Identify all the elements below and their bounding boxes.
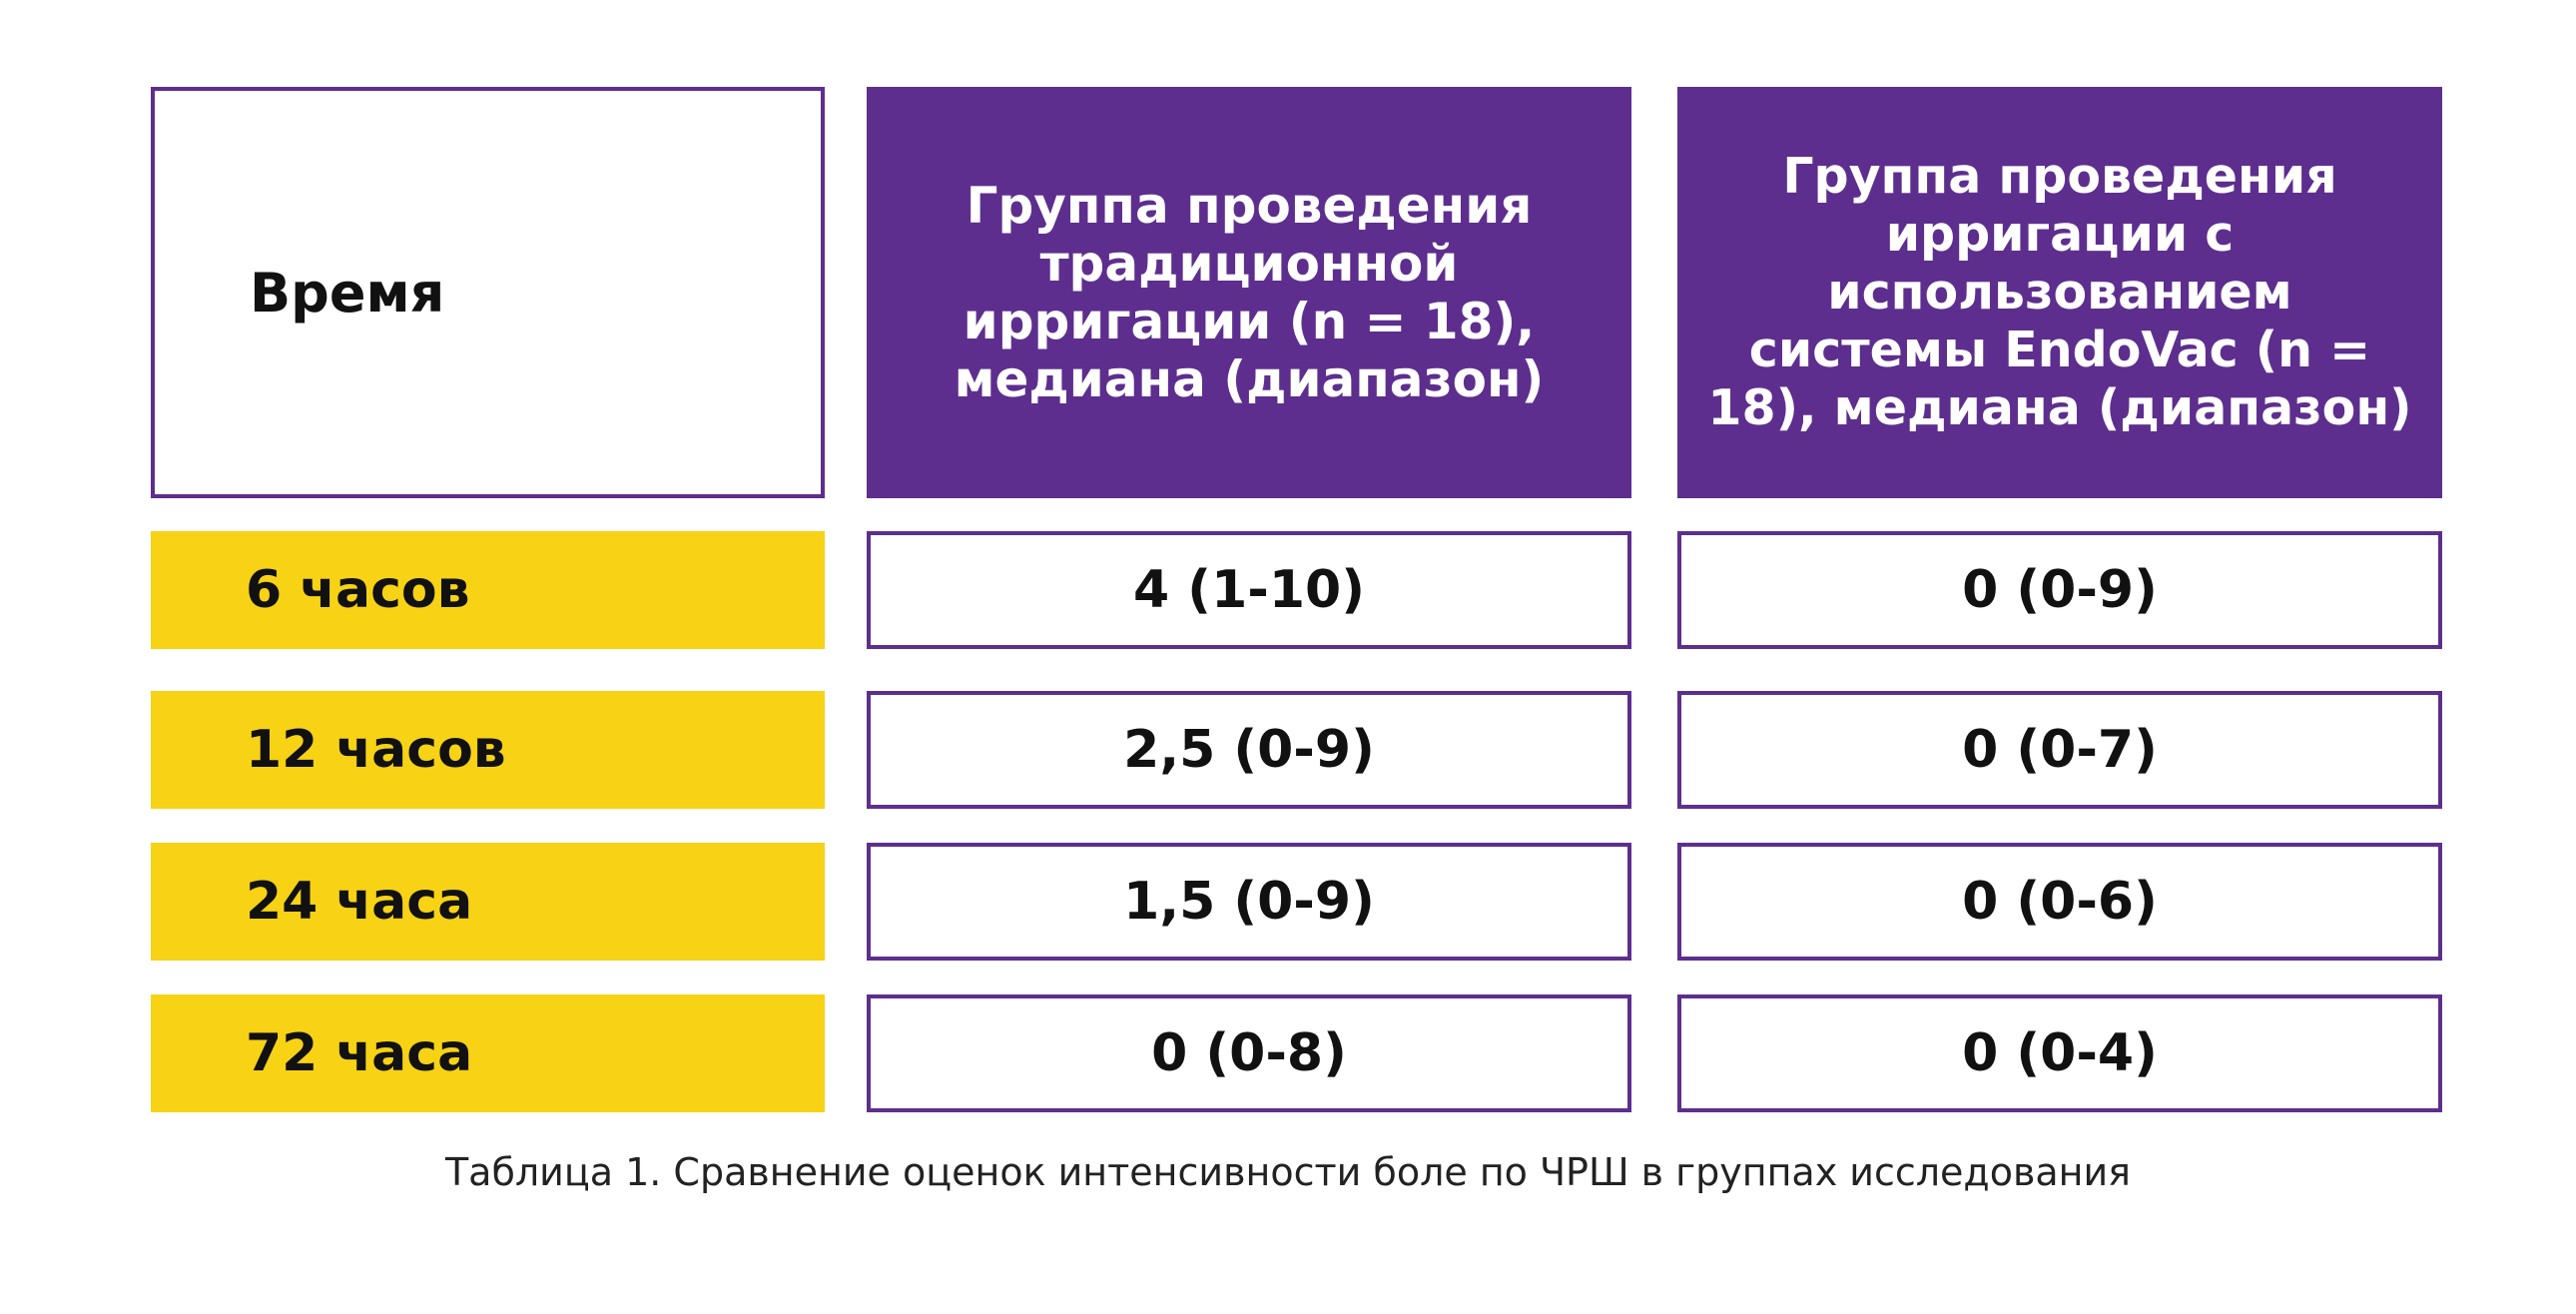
value-endovac-6h: 0 (0-9) xyxy=(1677,531,2442,649)
value-endovac-12h: 0 (0-7) xyxy=(1677,691,2442,809)
row-time-12h: 12 часов xyxy=(151,691,825,809)
value-traditional-6h: 4 (1-10) xyxy=(867,531,1631,649)
table-caption: Таблица 1. Сравнение оценок интенсивност… xyxy=(444,1150,2132,1194)
value-endovac-72h: 0 (0-4) xyxy=(1677,994,2442,1112)
row-time-72h: 72 часа xyxy=(151,994,825,1112)
value-traditional-72h: 0 (0-8) xyxy=(867,994,1631,1112)
row-time-6h: 6 часов xyxy=(151,531,825,649)
header-endovac-group: Группа проведения ирригации с использова… xyxy=(1677,87,2442,498)
header-traditional-group: Группа проведения традиционной ирригации… xyxy=(867,87,1631,498)
value-traditional-12h: 2,5 (0-9) xyxy=(867,691,1631,809)
header-time-label: Время xyxy=(250,261,445,325)
value-endovac-24h: 0 (0-6) xyxy=(1677,843,2442,961)
row-time-24h: 24 часа xyxy=(151,843,825,961)
header-time-cell: Время xyxy=(151,87,825,498)
value-traditional-24h: 1,5 (0-9) xyxy=(867,843,1631,961)
